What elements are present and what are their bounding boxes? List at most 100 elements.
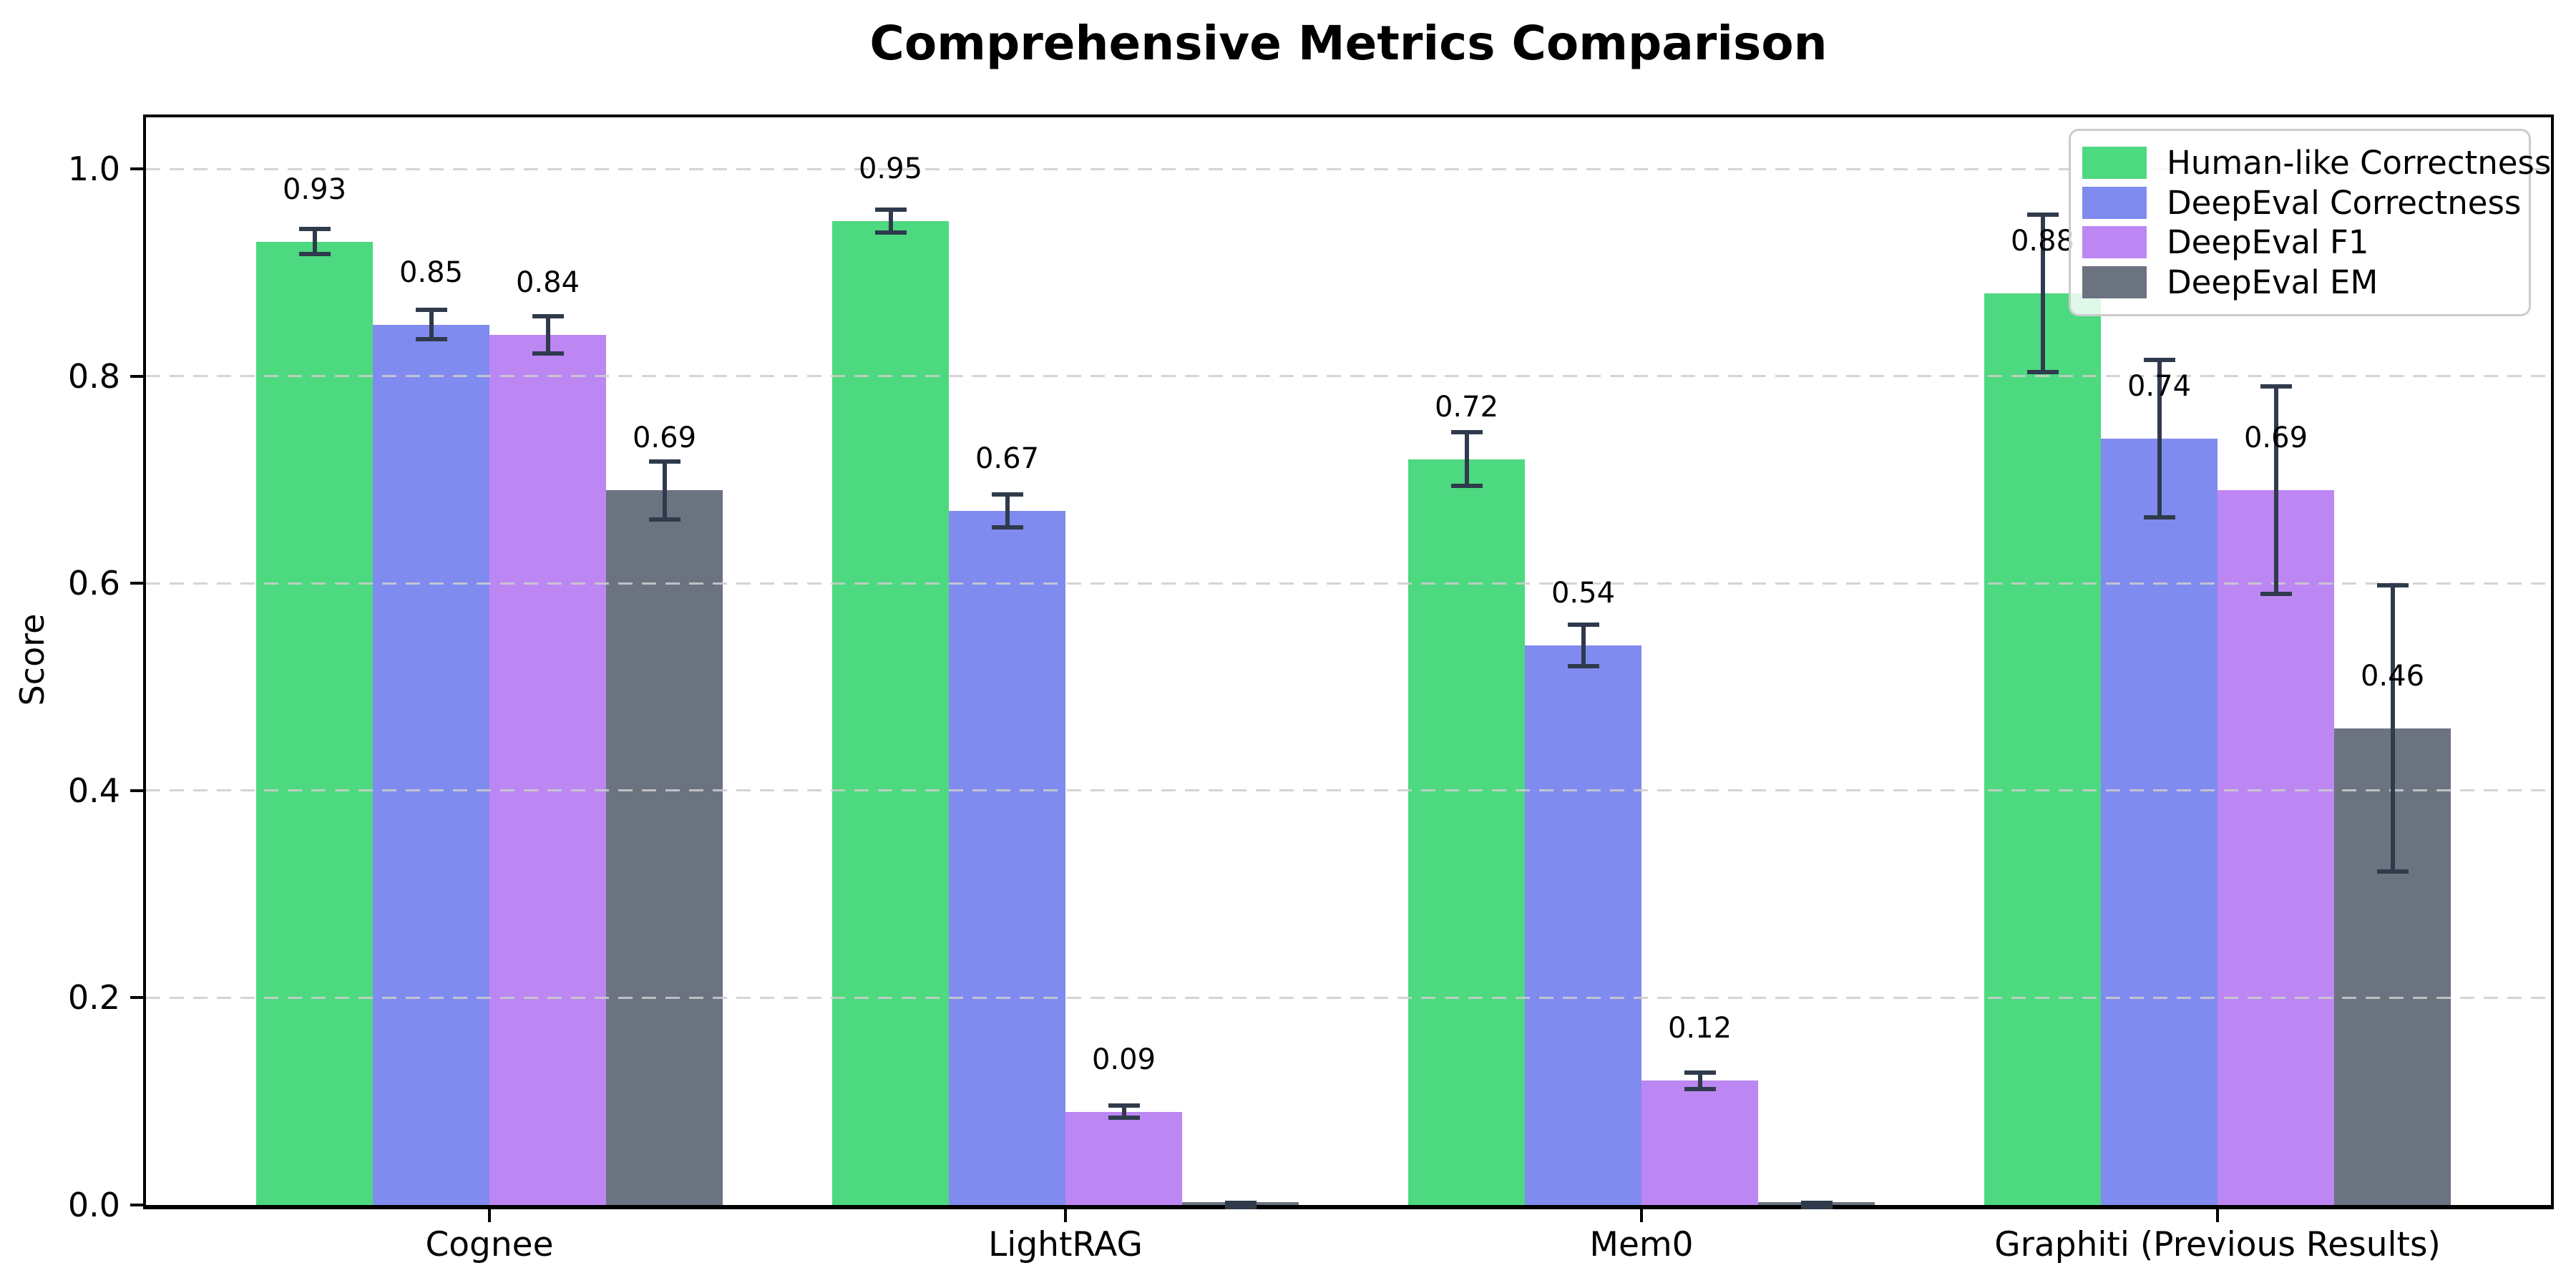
legend-label-3: DeepEval EM <box>2167 263 2379 301</box>
error-bar-line <box>1005 492 1010 530</box>
x-tick-mark <box>1064 1209 1067 1222</box>
bar-cognee-series-1 <box>373 324 489 1205</box>
error-bar-cap-bottom <box>298 251 331 256</box>
error-bar-cap-bottom <box>1108 1116 1140 1121</box>
bar-value-label: 0.67 <box>975 442 1040 476</box>
error-bar <box>298 227 331 256</box>
y-tick-mark <box>130 789 143 792</box>
bar-value-label: 0.46 <box>2360 660 2425 693</box>
legend-item-1: DeepEval Correctness <box>2082 184 2521 222</box>
bar-value-label: 0.95 <box>858 152 923 185</box>
error-bar-cap-bottom <box>1450 484 1483 489</box>
error-bar <box>2260 384 2292 596</box>
error-bar-cap-bottom <box>1567 664 1599 669</box>
error-bar-cap-top <box>874 207 907 212</box>
x-tick-label-0: Cognee <box>425 1225 554 1264</box>
x-tick-mark <box>488 1209 491 1222</box>
bar-mem0-series-0 <box>1408 459 1525 1205</box>
error-bar-cap-top <box>1684 1070 1716 1075</box>
gridline-1.0 <box>146 167 2551 170</box>
error-bar-cap-bottom <box>1800 1204 1833 1209</box>
bar-graphiti-previous-results-series-2 <box>2218 490 2334 1205</box>
bar-cognee-series-3 <box>606 490 723 1205</box>
error-bar <box>1800 1201 1833 1209</box>
gridline-0.2 <box>146 996 2551 999</box>
error-bar-cap-bottom <box>2376 869 2409 874</box>
bar-value-label: 0.84 <box>515 266 580 299</box>
legend-label-2: DeepEval F1 <box>2167 223 2369 262</box>
legend-item-0: Human-like Correctness <box>2082 144 2551 182</box>
error-bar-cap-bottom <box>874 230 907 235</box>
error-bar-cap-top <box>1567 623 1599 628</box>
bar-lightrag-series-2 <box>1065 1111 1182 1205</box>
error-bar-line <box>545 314 550 356</box>
legend-item-3: DeepEval EM <box>2082 263 2514 301</box>
error-bar-cap-bottom <box>2260 591 2292 596</box>
error-bar <box>532 314 564 356</box>
gridline-0.6 <box>146 582 2551 585</box>
bar-value-label: 0.72 <box>1434 390 1499 424</box>
error-bar <box>2026 213 2059 374</box>
gridline-0.8 <box>146 375 2551 378</box>
error-bar-line <box>429 308 434 341</box>
y-tick-label: 1.0 <box>67 150 120 189</box>
bar-value-label: 0.54 <box>1551 577 1616 610</box>
error-bar-line <box>1121 1103 1126 1121</box>
y-tick-label: 0.8 <box>67 356 120 396</box>
y-tick-mark <box>130 1204 143 1206</box>
error-bar-cap-top <box>2376 583 2409 588</box>
bar-graphiti-previous-results-series-0 <box>1984 293 2101 1205</box>
error-bar <box>2376 583 2409 874</box>
error-bar-line <box>1697 1070 1702 1091</box>
error-bar-line <box>1581 623 1586 669</box>
legend-label-0: Human-like Correctness <box>2167 144 2552 182</box>
x-tick-label-2: Mem0 <box>1589 1225 1694 1264</box>
gridline-0.4 <box>146 789 2551 792</box>
error-bar-cap-bottom <box>991 525 1023 530</box>
legend-item-2: DeepEval F1 <box>2082 223 2514 261</box>
error-bar <box>1108 1103 1140 1121</box>
bar-value-label: 0.09 <box>1091 1043 1156 1076</box>
legend: Human-like Correctness DeepEval Correctne… <box>2069 129 2551 316</box>
error-bar <box>991 492 1023 530</box>
bar-value-label: 0.69 <box>2243 421 2308 455</box>
error-bar-line <box>662 459 667 522</box>
error-bar-cap-bottom <box>532 351 564 356</box>
error-bar <box>1567 623 1599 669</box>
error-bar-cap-top <box>298 227 331 232</box>
error-bar-cap-bottom <box>415 336 447 341</box>
error-bar <box>415 308 447 341</box>
error-bar-cap-top <box>648 459 680 464</box>
error-bar <box>2143 357 2175 519</box>
bar-mem0-series-1 <box>1525 645 1641 1205</box>
error-bar-cap-bottom <box>1224 1204 1257 1209</box>
error-bar-cap-top <box>532 314 564 319</box>
error-bar-cap-top <box>1450 430 1483 435</box>
error-bar-cap-bottom <box>1684 1086 1716 1091</box>
error-bar <box>648 459 680 522</box>
legend-swatch-2 <box>2082 226 2147 259</box>
error-bar-cap-top <box>1800 1201 1833 1206</box>
y-tick-label: 0.6 <box>67 564 120 603</box>
y-tick-mark <box>130 167 143 171</box>
error-bar-line <box>2273 384 2278 596</box>
legend-label-1: DeepEval Correctness <box>2167 183 2522 222</box>
error-bar-cap-top <box>415 308 447 313</box>
error-bar-cap-top <box>2026 213 2059 218</box>
bar-value-label: 0.12 <box>1667 1012 1732 1045</box>
chart-title: Comprehensive Metrics Comparison <box>869 16 1828 71</box>
error-bar-cap-bottom <box>648 517 680 522</box>
y-tick-mark <box>130 996 143 1000</box>
error-bar-cap-top <box>2143 357 2175 362</box>
error-bar-cap-top <box>2260 384 2292 389</box>
error-bar-line <box>312 227 317 256</box>
error-bar-line <box>1464 430 1469 489</box>
error-bar-line <box>2040 213 2045 374</box>
bar-value-label: 0.74 <box>2127 369 2192 403</box>
bar-graphiti-previous-results-series-1 <box>2101 438 2218 1205</box>
error-bar-cap-bottom <box>2143 514 2175 519</box>
error-bar <box>1684 1070 1716 1091</box>
bar-value-label: 0.69 <box>632 421 697 455</box>
bar-cognee-series-2 <box>489 335 606 1205</box>
